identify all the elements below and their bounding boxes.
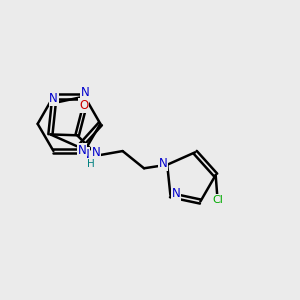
Text: N: N xyxy=(158,157,167,170)
Text: N: N xyxy=(171,187,180,200)
Text: N: N xyxy=(81,148,90,161)
Text: N: N xyxy=(50,92,58,105)
Text: O: O xyxy=(79,99,88,112)
Text: Cl: Cl xyxy=(212,195,223,205)
Text: H: H xyxy=(87,159,95,170)
Text: N: N xyxy=(92,146,100,159)
Text: N: N xyxy=(78,144,87,157)
Text: N: N xyxy=(81,86,90,99)
